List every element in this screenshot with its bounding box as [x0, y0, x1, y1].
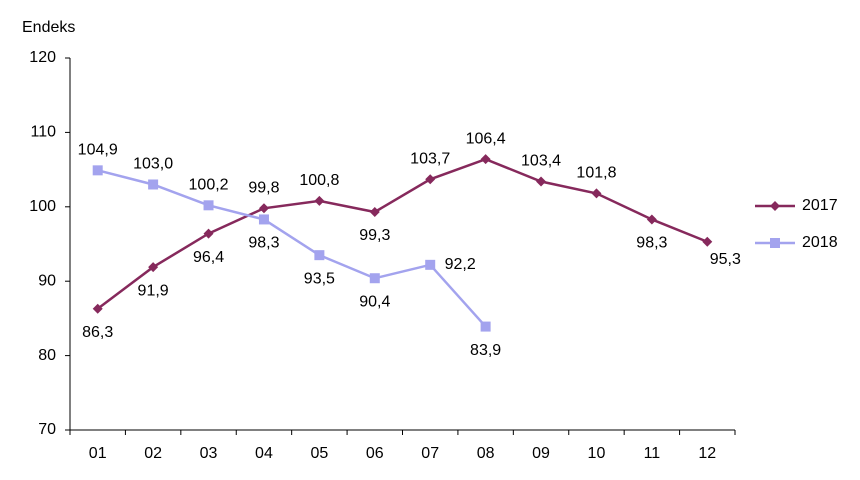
point: [702, 236, 713, 247]
y-tick-label: 100: [29, 198, 56, 215]
point: [314, 195, 325, 206]
series-line: [97, 169, 487, 328]
y-tick-label: 90: [38, 272, 56, 289]
point: [258, 203, 269, 214]
y-axis-label: Endeks: [22, 19, 75, 36]
y-tick-label: 110: [30, 124, 56, 141]
legend-marker: [770, 238, 780, 248]
point: [148, 179, 159, 190]
point: [369, 207, 380, 218]
x-tick-label: 12: [698, 445, 716, 462]
data-label: 103,0: [133, 156, 173, 173]
point: [203, 228, 214, 239]
legend-label: 2018: [802, 234, 838, 251]
point: [203, 200, 214, 211]
x-tick-label: 06: [366, 445, 384, 462]
point: [425, 259, 436, 270]
point: [536, 176, 547, 187]
point: [480, 321, 491, 332]
data-label: 100,8: [299, 172, 339, 189]
point: [480, 154, 491, 165]
y-tick-label: 80: [38, 347, 56, 364]
x-tick-label: 01: [89, 445, 107, 462]
data-label: 101,8: [576, 165, 616, 182]
series-line: [96, 157, 708, 310]
data-label: 106,4: [466, 130, 506, 147]
x-tick-label: 11: [644, 445, 661, 462]
data-label: 99,8: [248, 180, 279, 197]
point: [425, 174, 436, 185]
y-tick-label: 120: [29, 49, 56, 66]
data-label: 92,2: [445, 256, 476, 273]
x-tick-label: 09: [532, 445, 550, 462]
x-tick-label: 02: [144, 445, 162, 462]
point: [148, 262, 159, 273]
data-label: 86,3: [82, 324, 113, 341]
legend-marker: [770, 201, 780, 211]
data-label: 104,9: [78, 142, 118, 159]
data-label: 98,3: [248, 235, 279, 252]
data-label: 95,3: [710, 251, 741, 268]
point: [92, 165, 103, 176]
point: [258, 214, 269, 225]
x-tick-label: 04: [255, 445, 273, 462]
point: [314, 250, 325, 261]
data-label: 90,4: [359, 293, 390, 310]
data-label: 93,5: [304, 270, 335, 287]
point: [591, 188, 602, 199]
y-tick-label: 70: [38, 421, 56, 438]
x-tick-label: 08: [477, 445, 495, 462]
data-label: 103,4: [521, 153, 561, 170]
x-tick-label: 10: [588, 445, 606, 462]
data-label: 91,9: [138, 282, 169, 299]
point: [369, 273, 380, 284]
data-label: 99,3: [359, 227, 390, 244]
point: [92, 303, 103, 314]
x-tick-label: 03: [200, 445, 218, 462]
point: [646, 214, 657, 225]
x-tick-label: 07: [421, 445, 439, 462]
data-label: 98,3: [636, 235, 667, 252]
data-label: 83,9: [470, 342, 501, 359]
data-label: 103,7: [410, 150, 450, 167]
data-label: 96,4: [193, 249, 224, 266]
legend-label: 2017: [802, 197, 838, 214]
x-tick-label: 05: [310, 445, 328, 462]
data-label: 100,2: [189, 177, 229, 194]
